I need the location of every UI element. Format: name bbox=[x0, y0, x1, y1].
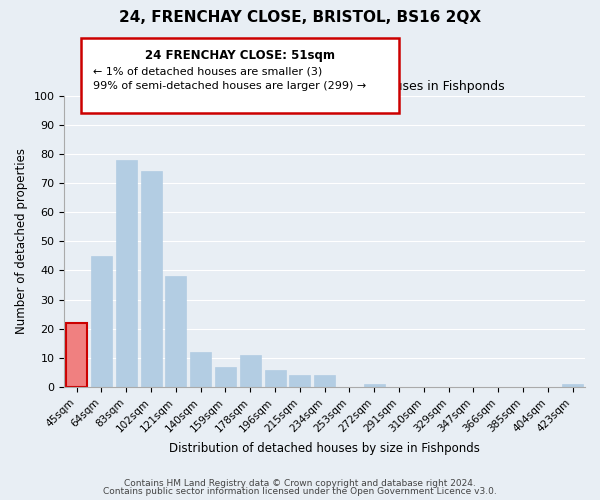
Bar bbox=[166, 276, 187, 387]
Bar bbox=[364, 384, 385, 387]
Bar bbox=[140, 172, 161, 387]
Title: Size of property relative to detached houses in Fishponds: Size of property relative to detached ho… bbox=[145, 80, 505, 93]
Y-axis label: Number of detached properties: Number of detached properties bbox=[15, 148, 28, 334]
Bar bbox=[314, 376, 335, 387]
X-axis label: Distribution of detached houses by size in Fishponds: Distribution of detached houses by size … bbox=[169, 442, 480, 455]
Text: ← 1% of detached houses are smaller (3): ← 1% of detached houses are smaller (3) bbox=[93, 66, 322, 76]
Bar bbox=[91, 256, 112, 387]
Bar bbox=[265, 370, 286, 387]
Bar bbox=[66, 323, 87, 387]
Text: 24 FRENCHAY CLOSE: 51sqm: 24 FRENCHAY CLOSE: 51sqm bbox=[145, 49, 335, 62]
Bar bbox=[240, 355, 261, 387]
Text: 99% of semi-detached houses are larger (299) →: 99% of semi-detached houses are larger (… bbox=[93, 81, 366, 91]
Bar bbox=[562, 384, 583, 387]
Bar bbox=[215, 366, 236, 387]
Text: Contains HM Land Registry data © Crown copyright and database right 2024.: Contains HM Land Registry data © Crown c… bbox=[124, 478, 476, 488]
Text: Contains public sector information licensed under the Open Government Licence v3: Contains public sector information licen… bbox=[103, 487, 497, 496]
Bar bbox=[116, 160, 137, 387]
Bar bbox=[289, 376, 310, 387]
Bar bbox=[190, 352, 211, 387]
Text: 24, FRENCHAY CLOSE, BRISTOL, BS16 2QX: 24, FRENCHAY CLOSE, BRISTOL, BS16 2QX bbox=[119, 10, 481, 25]
